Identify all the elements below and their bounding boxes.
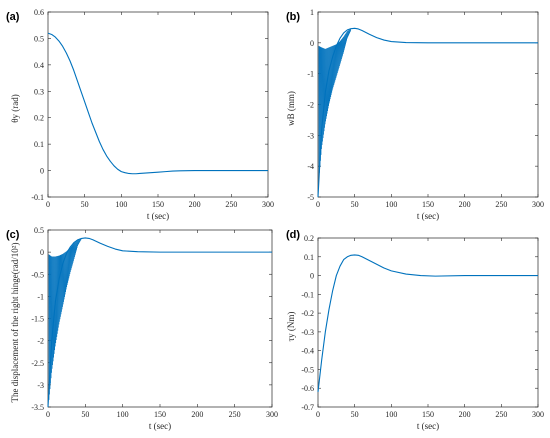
x-tick-label: 0	[316, 410, 320, 419]
oscillation-band	[48, 237, 82, 400]
chart-panel-4: 0 50 100 150 200 250 300 -0.7 -0.6 -0.5 -0.4 -0.3 -0…	[286, 229, 544, 431]
y-axis-label: The displacement of the right hinge(rad/…	[10, 243, 20, 403]
x-tick-label: 150	[422, 200, 434, 209]
y-tick-label: -0.5	[301, 365, 314, 374]
y-tick-label: -1	[37, 292, 44, 301]
y-tick-label: -1	[307, 70, 314, 79]
y-tick-label: 0	[310, 39, 314, 48]
panel-label: (b)	[286, 11, 300, 23]
plot-frame	[317, 11, 539, 198]
x-tick-label: 300	[532, 410, 544, 419]
x-tick-label: 150	[422, 410, 434, 419]
x-tick-label: 50	[351, 410, 359, 419]
y-tick-label: -3	[307, 131, 314, 140]
y-tick-label: 0.4	[34, 61, 44, 70]
y-tick-label: -2.5	[31, 359, 44, 368]
y-tick-label: 0	[40, 248, 44, 257]
y-tick-label: -1.5	[31, 315, 44, 324]
y-tick-label: 0.1	[34, 140, 44, 149]
x-axis-label: t (sec)	[149, 421, 171, 431]
y-tick-label: -5	[307, 193, 314, 202]
y-tick-label: -3.5	[31, 403, 44, 412]
chart-panel-2: 0 50 100 150 200 250 300 -5 -4 -3 -2 -1 0 1 t (sec) wB …	[286, 8, 544, 221]
x-tick-label: 100	[117, 410, 129, 419]
y-tick-label: 0.2	[304, 234, 314, 243]
x-tick-label: 0	[46, 200, 50, 209]
chart-panel-3: 0 50 100 150 200 250 300 -3.5 -3 -2.5 -2 -1.5 -1 -0.5…	[6, 226, 278, 431]
y-tick-label: -2	[37, 337, 44, 346]
chart-panel-1: 0 50 100 150 200 250 300-0.100.10.20.30.40.50.…	[6, 8, 274, 221]
x-tick-label: 200	[189, 200, 201, 209]
y-tick-label: -4	[307, 162, 314, 171]
y-tick-label: -0.6	[301, 384, 314, 393]
x-tick-label: 250	[495, 410, 507, 419]
y-tick-label: 0.2	[34, 114, 44, 123]
y-tick-label: -0.1	[301, 290, 314, 299]
x-tick-label: 300	[262, 200, 274, 209]
y-tick-label: 0.5	[34, 226, 44, 235]
x-tick-label: 200	[459, 410, 471, 419]
x-tick-label: 250	[229, 410, 241, 419]
y-tick-label: 0	[40, 167, 44, 176]
y-axis-label: θy (rad)	[10, 94, 20, 123]
series-line-1	[47, 237, 272, 408]
y-tick-label: -0.4	[301, 347, 314, 356]
y-axis-label: τy (Nm)	[286, 312, 296, 342]
plot-frame	[317, 237, 539, 408]
x-tick-label: 150	[152, 200, 164, 209]
x-tick-label: 300	[266, 410, 278, 419]
x-tick-label: 250	[495, 200, 507, 209]
y-tick-label: -0.1	[31, 193, 44, 202]
x-tick-label: 50	[81, 410, 89, 419]
y-tick-label: 0.6	[34, 8, 44, 17]
x-tick-label: 250	[225, 200, 237, 209]
y-tick-label: 0.1	[304, 253, 314, 262]
oscillation-band	[318, 28, 352, 179]
x-tick-label: 300	[532, 200, 544, 209]
x-axis-label: t (sec)	[417, 421, 439, 431]
y-tick-label: -0.3	[301, 328, 314, 337]
x-tick-label: 150	[154, 410, 166, 419]
x-tick-label: 50	[351, 200, 359, 209]
x-tick-label: 0	[316, 200, 320, 209]
x-tick-label: 100	[385, 200, 397, 209]
x-axis-label: t (sec)	[417, 211, 439, 221]
panel-label: (c)	[6, 229, 20, 241]
y-tick-label: -0.7	[301, 403, 314, 412]
panel-label: (d)	[286, 229, 300, 241]
panel-label: (a)	[6, 11, 20, 23]
y-tick-label: 0	[310, 272, 314, 281]
x-tick-label: 100	[115, 200, 127, 209]
y-tick-label: -2	[307, 101, 314, 110]
y-tick-label: -0.5	[31, 270, 44, 279]
y-tick-label: 0.3	[34, 87, 44, 96]
series-line-1	[317, 254, 538, 393]
y-tick-label: 0.5	[34, 34, 44, 43]
x-tick-label: 50	[81, 200, 89, 209]
plot-frame	[47, 11, 269, 198]
x-tick-label: 0	[46, 410, 50, 419]
x-tick-label: 200	[459, 200, 471, 209]
y-tick-label: -3	[37, 381, 44, 390]
y-tick-label: 1	[310, 8, 314, 17]
x-tick-label: 200	[191, 410, 203, 419]
series-line-1	[317, 27, 538, 198]
y-axis-label: wB (mm)	[286, 91, 296, 126]
y-tick-label: -0.2	[301, 309, 314, 318]
plot-frame	[47, 229, 273, 408]
series-line-1	[47, 32, 268, 175]
x-axis-label: t (sec)	[147, 211, 169, 221]
x-tick-label: 100	[385, 410, 397, 419]
